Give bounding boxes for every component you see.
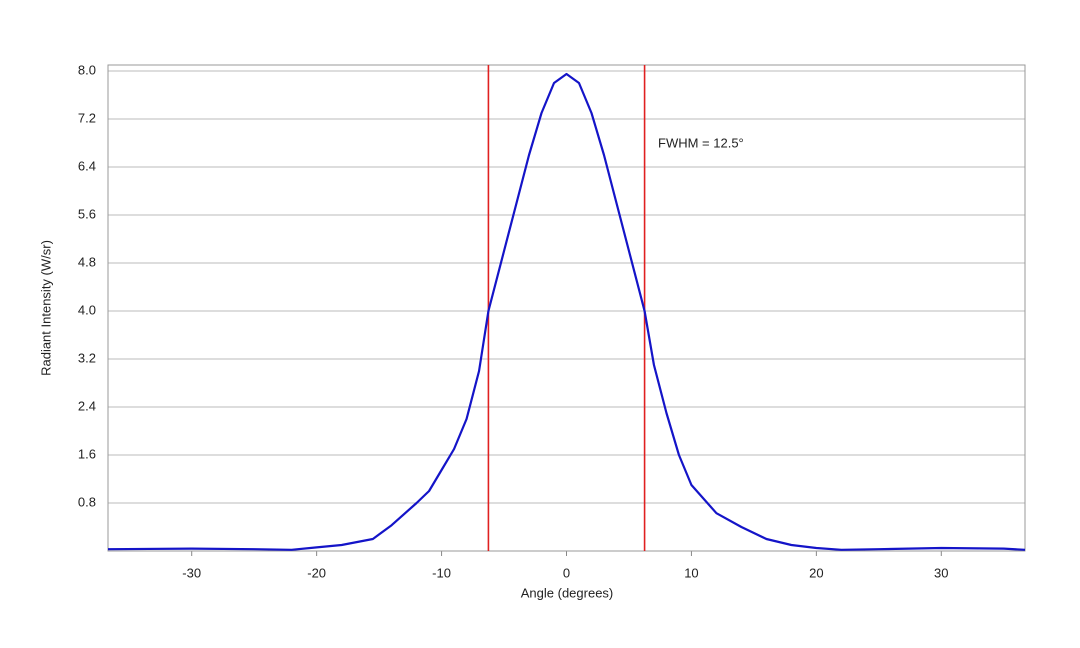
x-tick-label: 0 [563, 565, 570, 580]
y-tick-label: 6.4 [78, 158, 96, 173]
y-tick-label: 3.2 [78, 350, 96, 365]
x-tick-label: 10 [684, 565, 698, 580]
y-tick-label: 4.8 [78, 254, 96, 269]
data-line [107, 72, 1026, 551]
y-tick-label: 0.8 [78, 494, 96, 509]
x-tick-label: -20 [307, 565, 326, 580]
y-tick-label: 7.2 [78, 110, 96, 125]
x-tick-label: -10 [432, 565, 451, 580]
annotation: FWHM = 12.5° [658, 135, 744, 150]
plot-frame [107, 64, 1026, 552]
x-axis-label: Angle (degrees) [521, 585, 614, 600]
y-tick-label: 1.6 [78, 446, 96, 461]
y-tick-label: 5.6 [78, 206, 96, 221]
x-tick-label: 30 [934, 565, 948, 580]
y-tick-label: 2.4 [78, 398, 96, 413]
x-tick-label: -30 [182, 565, 201, 580]
x-tick-label: 20 [809, 565, 823, 580]
y-axis-label: Radiant Intensity (W/sr) [38, 240, 53, 376]
y-tick-label: 8.0 [78, 62, 96, 77]
y-tick-label: 4.0 [78, 302, 96, 317]
